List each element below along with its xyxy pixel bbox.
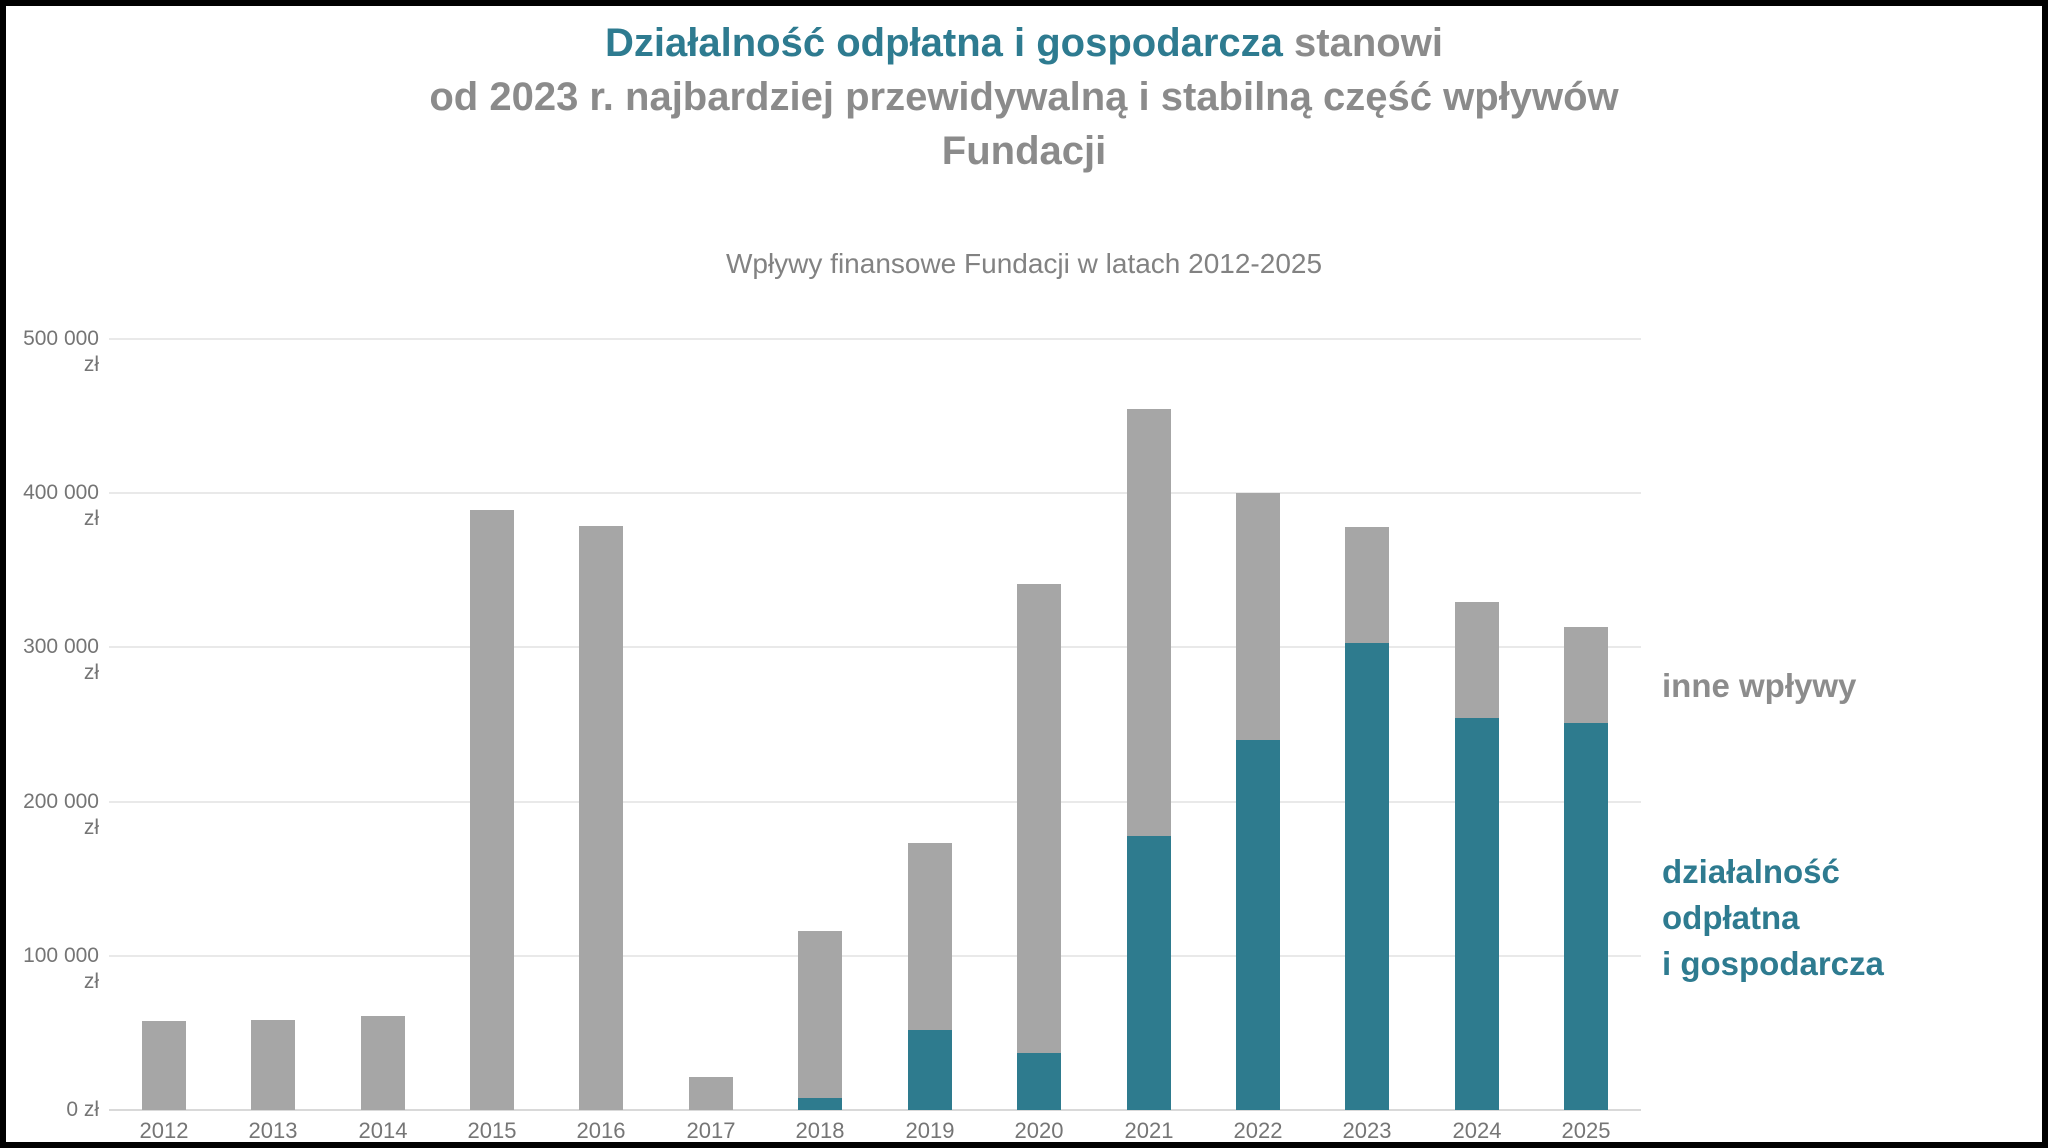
bar-segment-other-2023 [1345,527,1389,643]
legend-paid-line-1: działalność [1662,853,1840,890]
x-axis-label-2013: 2013 [248,1118,298,1143]
title-line-1: Działalność odpłatna i gospodarcza stano… [6,16,2042,70]
x-axis-label-2016: 2016 [576,1118,626,1143]
bar-segment-other-2013 [251,1020,295,1110]
bar-segment-other-2014 [361,1016,405,1110]
bar-segment-paid-2018 [798,1098,842,1110]
x-axis-label-2012: 2012 [139,1118,189,1143]
bar-segment-other-2016 [579,526,623,1110]
x-axis-label-2020: 2020 [1014,1118,1064,1143]
bar-segment-other-2024 [1455,602,1499,718]
x-axis-label-2025: 2025 [1561,1118,1611,1143]
legend-paid-line-2: odpłatna [1662,899,1800,936]
chart-title: Działalność odpłatna i gospodarcza stano… [6,16,2042,178]
bar-segment-other-2022 [1236,493,1280,740]
bar-segment-paid-2022 [1236,740,1280,1110]
chart-subtitle: Wpływy finansowe Fundacji w latach 2012-… [725,248,1323,279]
legend-paid-line-3: i gospodarcza [1662,945,1884,982]
x-axis-label-2017: 2017 [686,1118,736,1143]
bar-segment-paid-2019 [908,1030,952,1110]
legend-dzialalnosc-odplatna: działalność odpłatna i gospodarcza [1662,849,1884,987]
x-axis-label-2019: 2019 [905,1118,955,1143]
x-axis-label-2018: 2018 [795,1118,845,1143]
bar-segment-other-2018 [798,931,842,1098]
title-rest: stanowi [1282,21,1443,65]
y-tick-label: 300 000 zł [23,635,99,684]
gridline [109,955,1641,957]
x-axis-label-2021: 2021 [1124,1118,1174,1143]
bar-segment-paid-2021 [1127,836,1171,1110]
y-tick-label: 200 000 zł [23,790,99,839]
title-line-3: Fundacji [941,129,1107,173]
x-axis-line [109,1109,1641,1111]
bar-segment-other-2021 [1127,409,1171,836]
gridline [109,801,1641,803]
bar-segment-other-2025 [1564,627,1608,723]
gridline [109,338,1641,340]
bar-segment-other-2017 [689,1077,733,1110]
y-tick-label: 0 zł [66,1098,99,1121]
bar-segment-paid-2025 [1564,723,1608,1110]
title-highlight: Działalność odpłatna i gospodarcza [605,21,1283,65]
x-axis-label-2022: 2022 [1233,1118,1283,1143]
y-tick-label: 500 000 zł [23,327,99,376]
plot-area: 0 zł 100 000 zł 200 000 zł 300 000 zł 400 00… [6,6,2042,1142]
x-axis-label-2024: 2024 [1452,1118,1502,1143]
bar-segment-paid-2023 [1345,643,1389,1110]
title-line-2: od 2023 r. najbardziej przewidywalną i s… [429,75,1619,119]
y-tick-label: 100 000 zł [23,944,99,993]
x-axis-label-2023: 2023 [1342,1118,1392,1143]
gridline [109,492,1641,494]
x-axis-label-2015: 2015 [467,1118,517,1143]
gridline [109,646,1641,648]
legend-inne-wplywy: inne wpływy [1662,667,1857,704]
y-tick-label: 400 000 zł [23,481,99,530]
bar-segment-paid-2024 [1455,718,1499,1110]
bar-segment-paid-2020 [1017,1053,1061,1110]
bar-segment-other-2012 [142,1021,186,1110]
bar-segment-other-2020 [1017,584,1061,1053]
bar-segment-other-2015 [470,510,514,1110]
x-axis-label-2014: 2014 [358,1118,408,1143]
bar-segment-other-2019 [908,843,952,1030]
